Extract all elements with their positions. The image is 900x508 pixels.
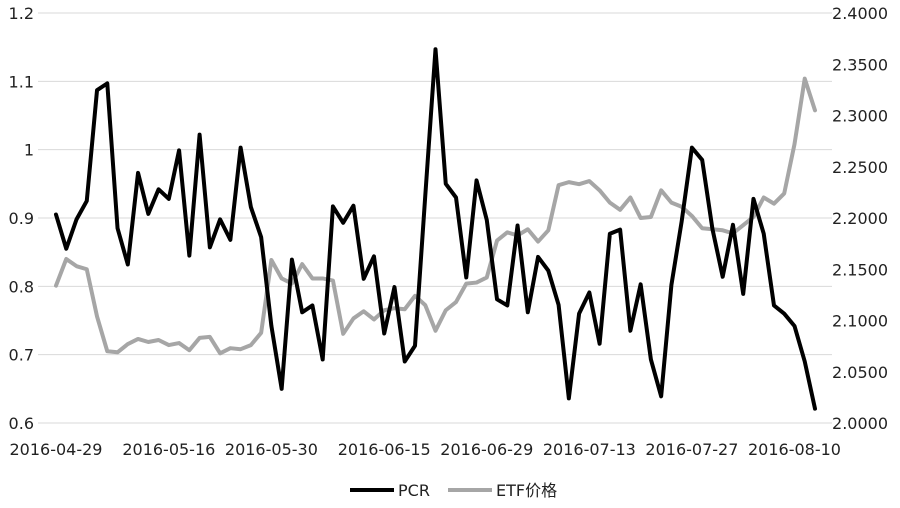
right-y-tick-label: 2.2500 — [832, 158, 888, 177]
legend-label: ETF价格 — [496, 481, 557, 500]
x-tick-label: 2016-06-15 — [338, 440, 431, 459]
right-y-tick-label: 2.1500 — [832, 260, 888, 279]
x-axis-ticks: 2016-04-29 2016-05-16 2016-05-30 2016-06-15… — [10, 440, 841, 459]
etf-price-series-line — [54, 76, 817, 356]
right-y-tick-label: 2.0500 — [832, 363, 888, 382]
left-y-tick-label: 0.9 — [9, 209, 34, 228]
right-axis-ticks: 2.0000 2.0500 2.1000 2.1500 2.2000 2.2500 2.30… — [832, 4, 888, 433]
x-tick-label: 2016-04-29 — [10, 440, 103, 459]
x-tick-label: 2016-07-13 — [543, 440, 636, 459]
right-y-tick-label: 2.4000 — [832, 4, 888, 23]
left-y-tick-label: 1.1 — [9, 72, 34, 91]
x-tick-label: 2016-05-16 — [122, 440, 215, 459]
right-y-tick-label: 2.1000 — [832, 312, 888, 331]
legend-label: PCR — [398, 481, 430, 500]
left-y-tick-label: 0.6 — [9, 414, 34, 433]
x-tick-label: 2016-05-30 — [225, 440, 318, 459]
left-y-tick-label: 0.8 — [9, 277, 34, 296]
left-y-tick-label: 1 — [24, 141, 34, 160]
left-y-tick-label: 0.7 — [9, 346, 34, 365]
left-y-tick-label: 1.2 — [9, 4, 34, 23]
series-lines — [54, 47, 817, 411]
x-tick-label: 2016-08-10 — [748, 440, 841, 459]
pcr-series-line — [54, 47, 817, 411]
right-y-tick-label: 2.0000 — [832, 414, 888, 433]
x-tick-label: 2016-06-29 — [440, 440, 533, 459]
right-y-tick-label: 2.2000 — [832, 209, 888, 228]
left-axis-ticks: 0.6 0.7 0.8 0.9 1 1.1 1.2 — [9, 4, 34, 433]
right-y-tick-label: 2.3000 — [832, 107, 888, 126]
legend: PCR ETF价格 — [350, 481, 557, 500]
x-tick-label: 2016-07-27 — [645, 440, 738, 459]
right-y-tick-label: 2.3500 — [832, 55, 888, 74]
